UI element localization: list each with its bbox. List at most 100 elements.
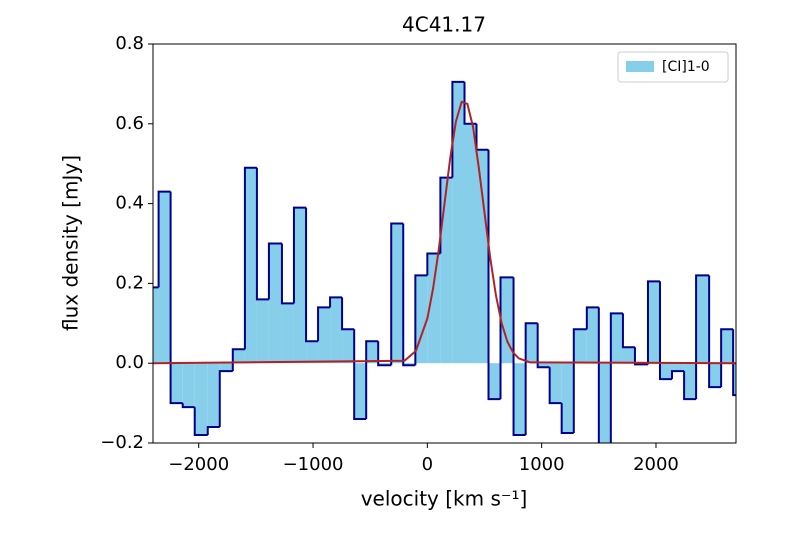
x-tick-label: 0 bbox=[422, 454, 433, 475]
step-edge bbox=[475, 123, 489, 151]
bar bbox=[219, 363, 233, 372]
bar bbox=[182, 363, 195, 408]
legend-swatch bbox=[626, 61, 654, 72]
bar bbox=[427, 253, 441, 364]
x-axis-label: velocity [km s⁻¹] bbox=[361, 487, 528, 511]
bar bbox=[158, 191, 171, 364]
bar bbox=[330, 297, 343, 364]
step-edge bbox=[365, 340, 379, 420]
step-edge bbox=[658, 281, 672, 381]
x-tick-label: 1000 bbox=[519, 454, 565, 475]
bar bbox=[342, 329, 355, 364]
step-edge bbox=[153, 286, 159, 289]
step-edge bbox=[720, 328, 734, 388]
step-edge bbox=[255, 167, 269, 301]
legend-frame bbox=[617, 51, 729, 83]
bar bbox=[306, 341, 319, 364]
step-edge bbox=[292, 206, 307, 304]
bar bbox=[153, 287, 159, 364]
step-edge bbox=[683, 371, 697, 401]
step-edge bbox=[317, 306, 331, 342]
step-edge bbox=[218, 370, 233, 428]
y-tick-label: 0.2 bbox=[115, 272, 144, 293]
bar bbox=[170, 363, 183, 404]
bar bbox=[268, 243, 282, 364]
step-edge bbox=[585, 306, 599, 330]
y-tick-label: 0.6 bbox=[115, 113, 144, 134]
bar bbox=[525, 323, 538, 364]
step-edge bbox=[157, 190, 171, 288]
step-edge bbox=[305, 207, 319, 343]
bar bbox=[709, 363, 722, 388]
step-edge bbox=[402, 223, 416, 367]
bar bbox=[671, 363, 685, 372]
step-edge bbox=[426, 252, 441, 276]
bar bbox=[391, 223, 404, 364]
step-edge bbox=[708, 275, 722, 389]
bar bbox=[561, 363, 574, 434]
bar bbox=[659, 363, 672, 380]
bar bbox=[256, 299, 269, 364]
step-edge bbox=[499, 276, 514, 400]
step-edge bbox=[536, 323, 550, 369]
bar bbox=[440, 177, 453, 364]
step-edge bbox=[169, 191, 183, 405]
bar bbox=[610, 313, 623, 364]
bar bbox=[696, 275, 710, 364]
step-edge bbox=[377, 341, 392, 367]
bar bbox=[452, 81, 465, 364]
y-axis-label: flux density [mJy] bbox=[59, 155, 83, 331]
legend-label: [CI]1-0 bbox=[662, 59, 710, 75]
step-edge bbox=[548, 367, 562, 405]
step-edge bbox=[206, 426, 220, 436]
step-edge bbox=[487, 149, 501, 401]
bar bbox=[207, 363, 220, 428]
bar bbox=[281, 303, 294, 364]
x-tick-label: 2000 bbox=[633, 454, 679, 475]
bar bbox=[354, 363, 367, 420]
step-edge bbox=[353, 329, 367, 421]
axes-frame bbox=[152, 43, 737, 444]
y-tick-label: −0.2 bbox=[100, 432, 144, 453]
step-edge bbox=[267, 242, 282, 300]
step-edge bbox=[572, 328, 587, 434]
step-edge bbox=[621, 313, 635, 349]
step-edge bbox=[181, 403, 195, 409]
bar bbox=[647, 281, 660, 364]
step-edge bbox=[280, 243, 294, 305]
y-tick-label: 0.8 bbox=[115, 33, 144, 54]
step-edge bbox=[695, 274, 710, 400]
bar bbox=[293, 207, 307, 364]
bar bbox=[366, 341, 379, 364]
step-edge bbox=[512, 277, 526, 437]
step-edge bbox=[193, 407, 208, 437]
plot-area bbox=[153, 80, 736, 443]
step-edge bbox=[609, 312, 623, 443]
bar bbox=[232, 349, 245, 364]
bar bbox=[586, 307, 599, 364]
step-edge bbox=[390, 222, 404, 366]
step-edge bbox=[670, 370, 685, 380]
chart-title: 4C41.17 bbox=[402, 13, 486, 37]
bar bbox=[549, 363, 562, 404]
step-edge bbox=[414, 274, 428, 366]
bar bbox=[513, 363, 526, 436]
step-edge bbox=[329, 296, 343, 308]
bar bbox=[573, 329, 587, 364]
bar bbox=[318, 307, 331, 364]
bar bbox=[500, 277, 514, 364]
step-edge bbox=[231, 348, 245, 372]
x-tick-label: −2000 bbox=[168, 454, 229, 475]
fit-line bbox=[153, 100, 736, 365]
step-edge bbox=[646, 280, 660, 365]
bar bbox=[244, 167, 257, 364]
bar bbox=[733, 363, 736, 396]
step-edge bbox=[524, 322, 538, 436]
step-edge bbox=[243, 166, 257, 350]
bar bbox=[684, 363, 697, 400]
bar bbox=[488, 363, 501, 400]
bar bbox=[622, 347, 635, 364]
step-edge bbox=[633, 347, 648, 366]
y-tick-label: 0.4 bbox=[115, 193, 144, 214]
